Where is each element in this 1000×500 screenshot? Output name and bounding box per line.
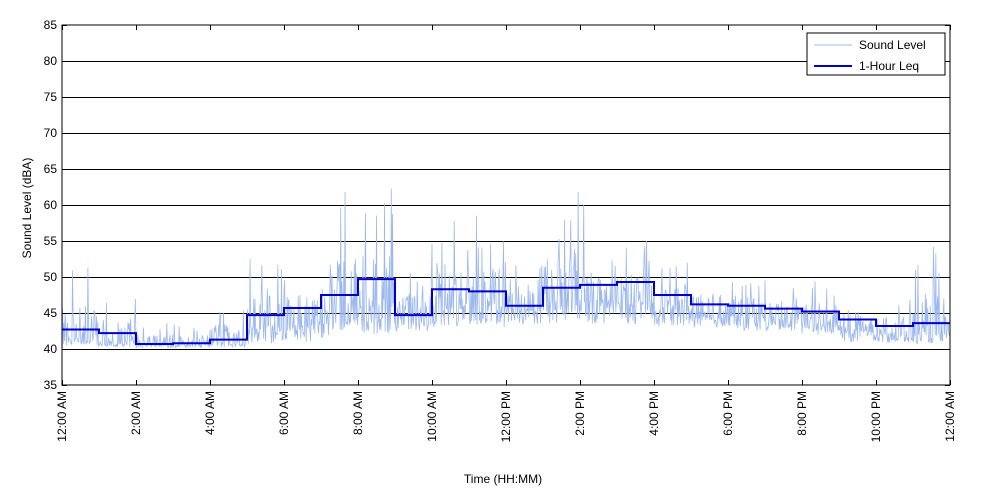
x-tick-label: 6:00 PM bbox=[721, 391, 735, 436]
y-tick-label: 60 bbox=[44, 198, 58, 212]
leq-step-line bbox=[62, 278, 950, 345]
y-axis-title: Sound Level (dBA) bbox=[20, 158, 34, 259]
y-tick-label: 70 bbox=[44, 126, 58, 140]
y-tick-label: 50 bbox=[44, 270, 58, 284]
x-tick-label: 10:00 PM bbox=[869, 391, 883, 442]
x-tick-label: 12:00 AM bbox=[55, 391, 69, 442]
y-tick-label: 80 bbox=[44, 54, 58, 68]
x-tick-label: 12:00 AM bbox=[943, 391, 957, 442]
x-tick-label: 8:00 PM bbox=[795, 391, 809, 436]
x-tick-label: 10:00 AM bbox=[425, 391, 439, 442]
x-tick-label: 6:00 AM bbox=[277, 391, 291, 435]
y-tick-label: 55 bbox=[44, 234, 58, 248]
y-tick-label: 40 bbox=[44, 342, 58, 356]
y-tick-label: 35 bbox=[44, 378, 58, 392]
y-tick-label: 75 bbox=[44, 90, 58, 104]
x-tick-label: 4:00 AM bbox=[203, 391, 217, 435]
leq-series bbox=[62, 278, 950, 345]
x-tick-label: 4:00 PM bbox=[647, 391, 661, 436]
grid-lines bbox=[62, 61, 950, 350]
legend: Sound Level 1-Hour Leq bbox=[806, 32, 946, 76]
y-tick-label: 65 bbox=[44, 162, 58, 176]
y-tick-label: 85 bbox=[44, 18, 58, 32]
y-tick-labels: 35 40 45 50 55 60 65 70 75 80 85 bbox=[44, 18, 58, 392]
x-tick-label: 8:00 AM bbox=[351, 391, 365, 435]
legend-box bbox=[806, 32, 946, 76]
x-tick-labels: 12:00 AM 2:00 AM 4:00 AM 6:00 AM 8:00 AM 10:0… bbox=[55, 391, 957, 442]
legend-sound-level-label: Sound Level bbox=[859, 38, 926, 52]
x-tick-label: 12:00 PM bbox=[499, 391, 513, 442]
x-tick-label: 2:00 PM bbox=[573, 391, 587, 436]
x-tick-label: 2:00 AM bbox=[129, 391, 143, 435]
x-axis-title: Time (HH:MM) bbox=[464, 472, 542, 486]
plot-frame bbox=[61, 24, 951, 386]
legend-leq-label: 1-Hour Leq bbox=[859, 59, 919, 73]
sound-level-series bbox=[61, 188, 951, 349]
y-tick-label: 45 bbox=[44, 306, 58, 320]
sound-level-line bbox=[61, 188, 951, 349]
